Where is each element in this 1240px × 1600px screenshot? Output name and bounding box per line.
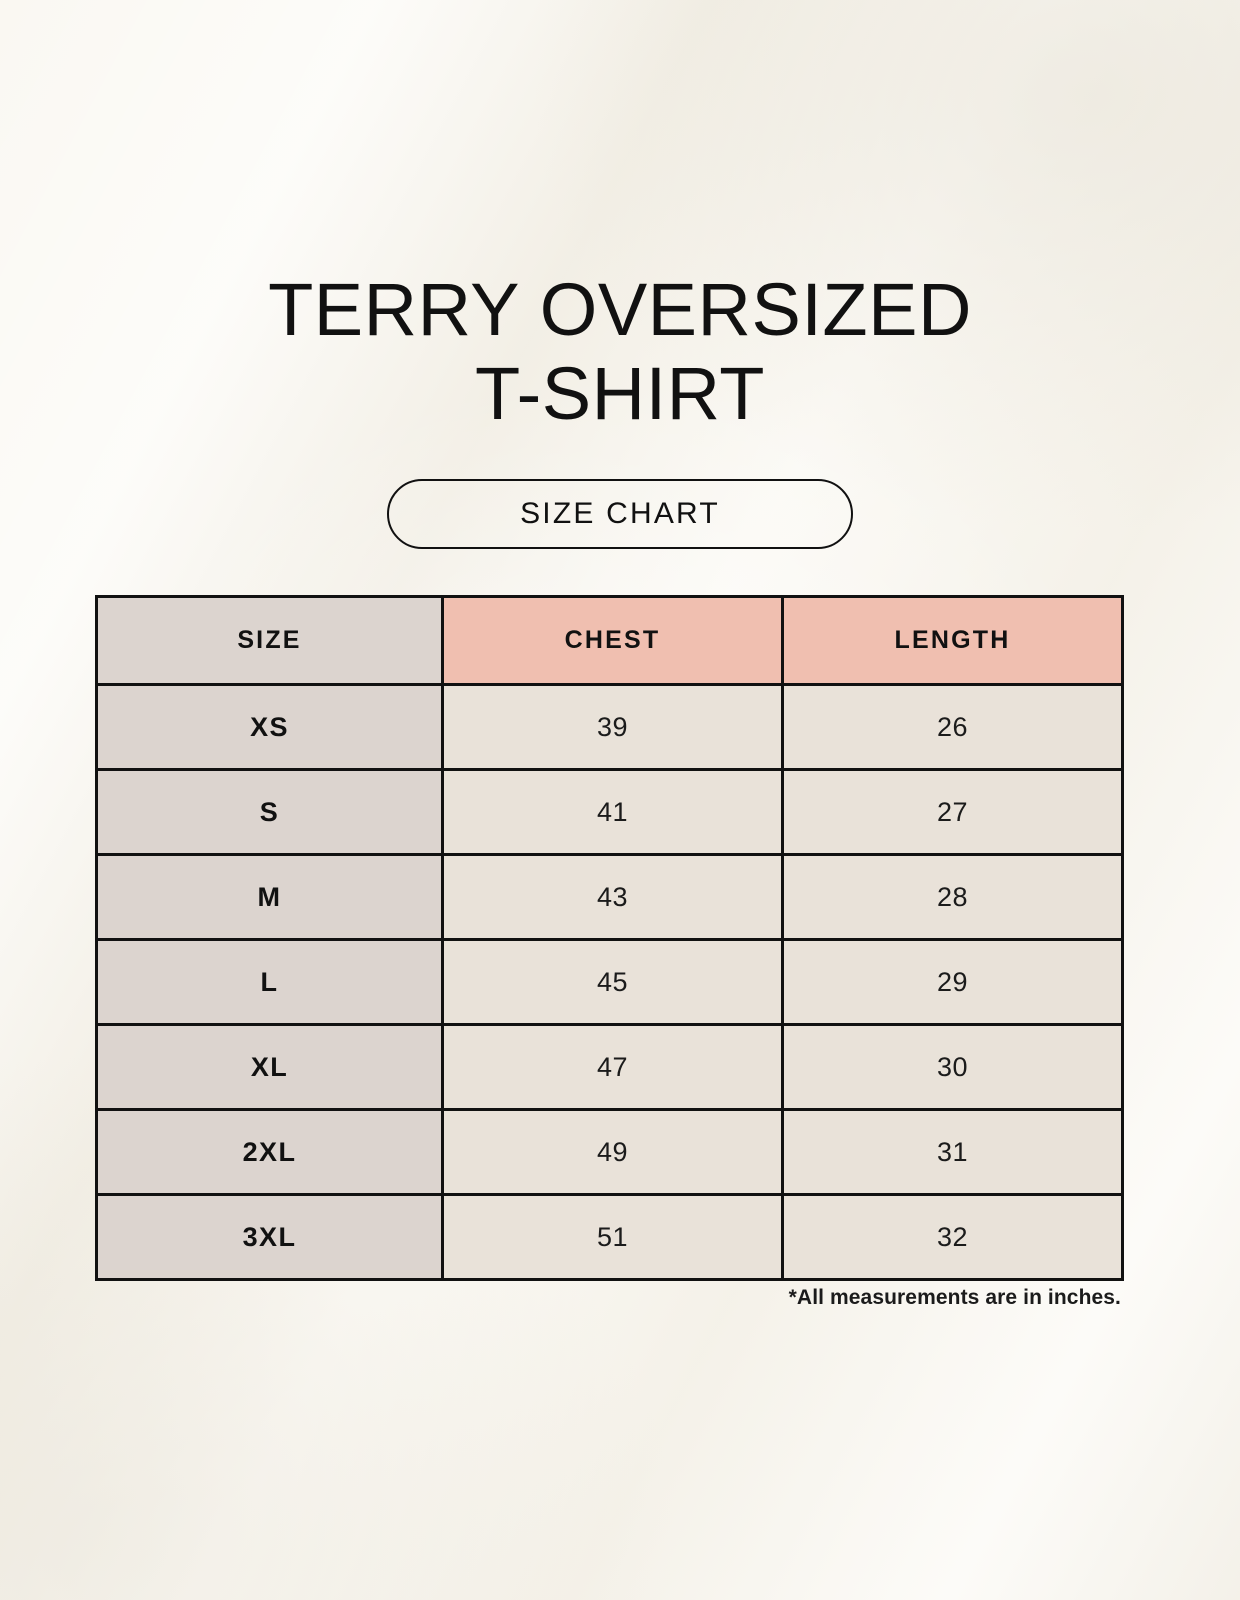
cell-size: S — [95, 768, 444, 856]
page-title-line-2: T-SHIRT — [475, 352, 765, 435]
page-title-line-1: TERRY OVERSIZED — [268, 268, 972, 351]
cell-size: XL — [95, 1023, 444, 1111]
cell-length: 28 — [781, 853, 1124, 941]
table-row: L 45 29 — [95, 938, 1124, 1026]
cell-length: 32 — [781, 1193, 1124, 1281]
cell-length: 29 — [781, 938, 1124, 1026]
measurements-footnote: *All measurements are in inches. — [788, 1286, 1121, 1309]
size-table-head: SIZE CHEST LENGTH — [95, 595, 1124, 686]
cell-size: L — [95, 938, 444, 1026]
cell-size: XS — [95, 683, 444, 771]
table-row: M 43 28 — [95, 853, 1124, 941]
column-header-chest: CHEST — [441, 595, 784, 686]
size-chart-badge-label: SIZE CHART — [520, 497, 720, 530]
cell-size: 2XL — [95, 1108, 444, 1196]
size-table-container: SIZE CHEST LENGTH XS 39 26 S 41 27 M — [95, 595, 1124, 1281]
cell-chest: 47 — [441, 1023, 784, 1111]
cell-chest: 51 — [441, 1193, 784, 1281]
table-row: XL 47 30 — [95, 1023, 1124, 1111]
table-header-row: SIZE CHEST LENGTH — [95, 595, 1124, 686]
cell-chest: 39 — [441, 683, 784, 771]
table-row: 3XL 51 32 — [95, 1193, 1124, 1281]
page-title: TERRY OVERSIZED T-SHIRT — [0, 268, 1240, 436]
cell-chest: 45 — [441, 938, 784, 1026]
cell-size: M — [95, 853, 444, 941]
table-row: S 41 27 — [95, 768, 1124, 856]
column-header-length: LENGTH — [781, 595, 1124, 686]
table-row: XS 39 26 — [95, 683, 1124, 771]
cell-length: 27 — [781, 768, 1124, 856]
cell-size: 3XL — [95, 1193, 444, 1281]
size-chart-badge-container: SIZE CHART — [0, 479, 1240, 549]
cell-chest: 49 — [441, 1108, 784, 1196]
cell-chest: 43 — [441, 853, 784, 941]
cell-length: 26 — [781, 683, 1124, 771]
cell-chest: 41 — [441, 768, 784, 856]
size-table-body: XS 39 26 S 41 27 M 43 28 L 45 29 — [95, 683, 1124, 1281]
cell-length: 31 — [781, 1108, 1124, 1196]
cell-length: 30 — [781, 1023, 1124, 1111]
column-header-size: SIZE — [95, 595, 444, 686]
size-table: SIZE CHEST LENGTH XS 39 26 S 41 27 M — [95, 595, 1124, 1281]
size-chart-badge: SIZE CHART — [387, 479, 853, 549]
table-row: 2XL 49 31 — [95, 1108, 1124, 1196]
